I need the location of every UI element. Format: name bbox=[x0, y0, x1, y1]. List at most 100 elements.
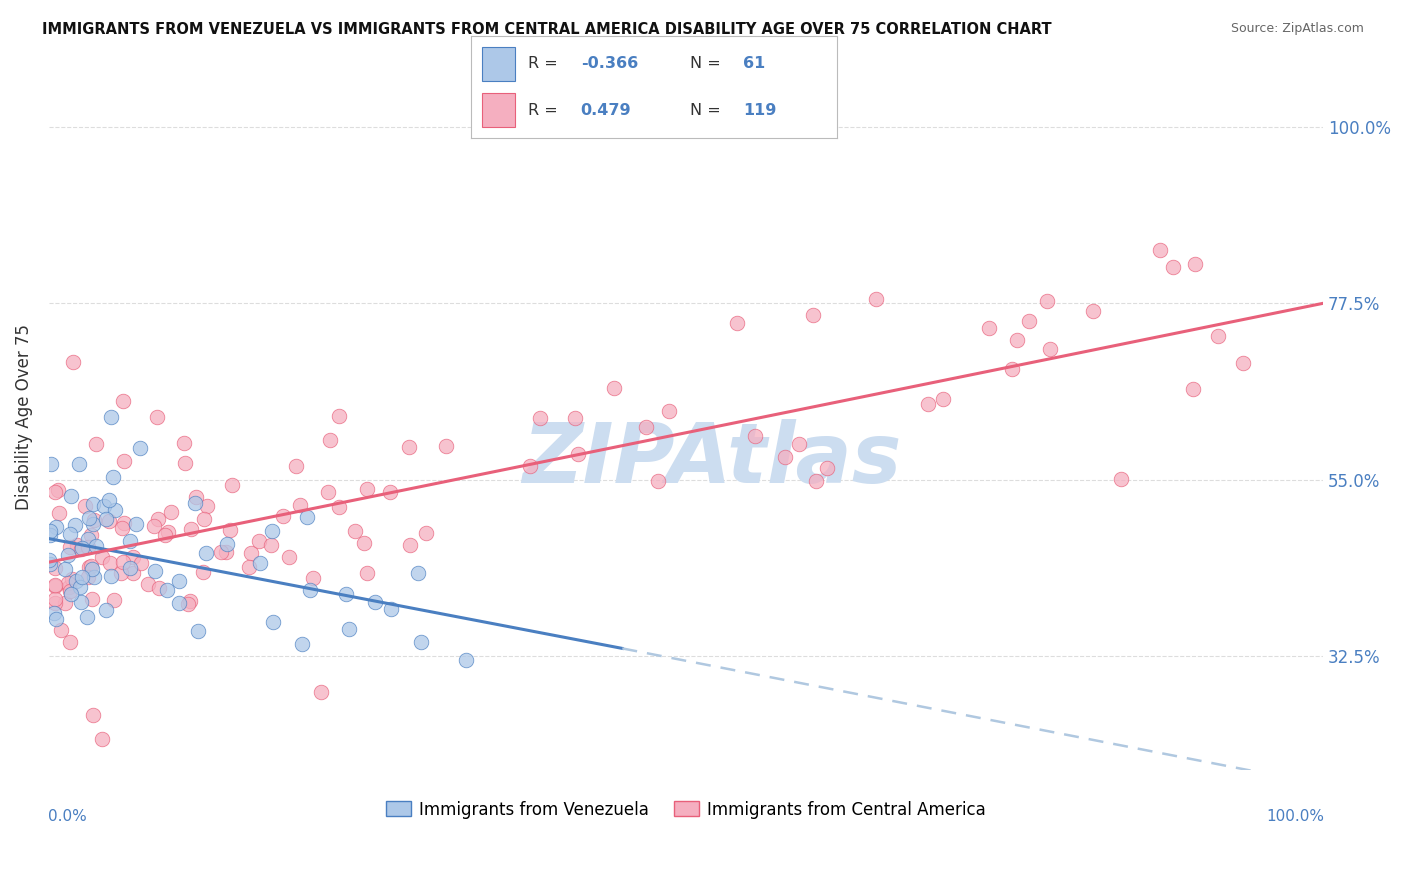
Point bbox=[603, 381, 626, 395]
Point bbox=[118, 533, 141, 548]
Point bbox=[96, 512, 118, 526]
Point bbox=[917, 397, 939, 411]
Point bbox=[1111, 472, 1133, 486]
Point bbox=[1081, 304, 1104, 318]
Point bbox=[173, 456, 195, 470]
Point bbox=[77, 559, 100, 574]
Point bbox=[337, 622, 360, 636]
Text: IMMIGRANTS FROM VENEZUELA VS IMMIGRANTS FROM CENTRAL AMERICA DISABILITY AGE OVER: IMMIGRANTS FROM VENEZUELA VS IMMIGRANTS … bbox=[42, 22, 1052, 37]
Point bbox=[129, 442, 152, 456]
Point bbox=[291, 637, 314, 651]
Point bbox=[46, 483, 69, 498]
Point bbox=[167, 596, 190, 610]
Point bbox=[773, 450, 796, 464]
Point bbox=[456, 653, 478, 667]
Point bbox=[744, 429, 766, 443]
Point bbox=[39, 457, 62, 471]
Point bbox=[179, 594, 201, 608]
Point bbox=[145, 410, 167, 425]
Point bbox=[380, 601, 402, 615]
Point bbox=[156, 582, 179, 597]
Point bbox=[59, 526, 82, 541]
Point bbox=[100, 569, 122, 583]
Point bbox=[434, 439, 457, 453]
Point bbox=[98, 492, 121, 507]
Point bbox=[801, 308, 824, 322]
Point bbox=[1005, 333, 1028, 347]
Point bbox=[111, 394, 134, 409]
Point bbox=[1184, 257, 1206, 271]
Text: R =: R = bbox=[527, 103, 557, 118]
Point bbox=[328, 409, 350, 424]
Point bbox=[90, 731, 112, 746]
Point bbox=[59, 540, 82, 554]
Point bbox=[364, 595, 387, 609]
Point bbox=[103, 593, 125, 607]
Point bbox=[239, 546, 262, 560]
Point bbox=[353, 536, 375, 550]
Point bbox=[145, 564, 167, 578]
Point bbox=[247, 533, 270, 548]
Point bbox=[58, 635, 80, 649]
Point bbox=[122, 566, 145, 580]
Point bbox=[277, 549, 299, 564]
Point bbox=[125, 517, 148, 532]
Point bbox=[335, 587, 357, 601]
Point bbox=[44, 578, 66, 592]
Bar bbox=[482, 93, 515, 127]
Point bbox=[1149, 243, 1171, 257]
Point bbox=[1161, 260, 1184, 274]
Point bbox=[44, 578, 66, 592]
Point bbox=[142, 519, 165, 533]
Point bbox=[328, 500, 350, 514]
Point bbox=[70, 541, 93, 556]
Point bbox=[65, 518, 87, 533]
Point bbox=[111, 555, 134, 569]
Point bbox=[148, 581, 170, 595]
Point bbox=[262, 615, 284, 629]
Point bbox=[48, 506, 70, 520]
Point bbox=[53, 562, 76, 576]
Point bbox=[167, 574, 190, 589]
Point bbox=[65, 538, 87, 552]
Point bbox=[177, 597, 200, 611]
Point bbox=[59, 489, 82, 503]
Point bbox=[39, 558, 62, 572]
Point bbox=[83, 570, 105, 584]
Point bbox=[93, 499, 115, 513]
Point bbox=[415, 525, 437, 540]
Point bbox=[183, 496, 205, 510]
Point bbox=[288, 498, 311, 512]
Point bbox=[215, 537, 238, 551]
Y-axis label: Disability Age Over 75: Disability Age Over 75 bbox=[15, 324, 32, 510]
Point bbox=[82, 497, 104, 511]
Point bbox=[249, 556, 271, 570]
Point bbox=[658, 403, 681, 417]
Point bbox=[298, 582, 321, 597]
Point bbox=[77, 511, 100, 525]
Point bbox=[260, 524, 283, 538]
Point bbox=[356, 482, 378, 496]
Point bbox=[157, 524, 180, 539]
Point bbox=[112, 454, 135, 468]
Point bbox=[44, 606, 66, 620]
Point bbox=[101, 470, 124, 484]
Point bbox=[186, 624, 208, 639]
Point bbox=[58, 580, 80, 594]
Point bbox=[45, 520, 67, 534]
Point bbox=[70, 595, 93, 609]
Point bbox=[1232, 356, 1254, 370]
Legend: Immigrants from Venezuela, Immigrants from Central America: Immigrants from Venezuela, Immigrants fr… bbox=[380, 794, 993, 825]
Point bbox=[238, 559, 260, 574]
Point bbox=[173, 436, 195, 450]
Text: ZIPAtlas: ZIPAtlas bbox=[522, 419, 901, 500]
Point bbox=[406, 566, 429, 580]
Point bbox=[118, 561, 141, 575]
Text: R =: R = bbox=[527, 56, 557, 71]
Point bbox=[86, 539, 108, 553]
Point bbox=[59, 587, 82, 601]
Text: 0.479: 0.479 bbox=[581, 103, 631, 118]
Point bbox=[1039, 342, 1062, 356]
Text: N =: N = bbox=[690, 56, 721, 71]
Point bbox=[343, 524, 366, 539]
